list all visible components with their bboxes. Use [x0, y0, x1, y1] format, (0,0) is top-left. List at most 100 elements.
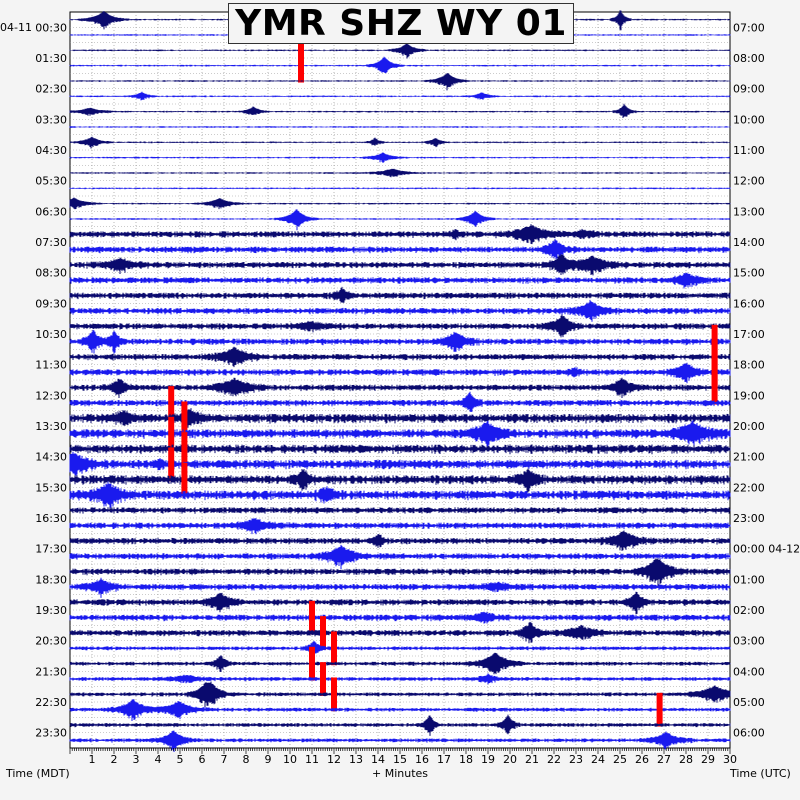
left-time-label: 07:30	[35, 236, 67, 249]
right-time-label: 00:00 04-12	[733, 543, 800, 556]
right-axis-title: Time (UTC)	[730, 767, 791, 780]
right-time-label: 12:00	[733, 175, 765, 188]
right-time-label: 23:00	[733, 512, 765, 525]
x-tick-label: 5	[177, 753, 184, 766]
clipped-signal	[181, 462, 188, 497]
x-axis-title: + Minutes	[372, 767, 429, 780]
left-time-label: 11:30	[35, 359, 67, 372]
seismogram-trace	[69, 91, 731, 101]
left-time-label: 22:30	[35, 696, 67, 709]
seismogram-trace	[69, 481, 731, 509]
x-tick-label: 25	[613, 753, 627, 766]
left-axis-title: Time (MDT)	[6, 767, 70, 780]
x-tick-label: 6	[199, 753, 206, 766]
x-tick-label: 11	[305, 753, 319, 766]
right-time-label: 10:00	[733, 113, 765, 126]
left-time-label: 03:30	[35, 113, 67, 126]
clipped-signal	[168, 447, 175, 482]
seismogram-trace	[69, 530, 731, 551]
x-tick-label: 9	[265, 753, 272, 766]
seismogram-trace	[69, 451, 731, 476]
seismogram-trace	[69, 444, 731, 455]
seismogram-trace	[69, 377, 731, 398]
seismogram-trace	[69, 209, 731, 231]
left-time-label: 13:30	[35, 420, 67, 433]
right-time-label: 19:00	[733, 389, 765, 402]
right-time-label: 15:00	[733, 267, 765, 280]
seismogram-trace	[69, 103, 731, 118]
x-tick-label: 10	[283, 753, 297, 766]
seismogram-trace	[69, 673, 731, 685]
seismogram-trace	[69, 591, 731, 615]
clipped-signal	[181, 432, 188, 466]
seismogram-trace	[69, 544, 731, 570]
right-time-label: 16:00	[733, 297, 765, 310]
x-tick-label: 3	[133, 753, 140, 766]
clipped-signal	[320, 616, 326, 650]
clipped-signal	[298, 48, 304, 83]
x-tick-label: 12	[327, 753, 341, 766]
seismogram-trace	[69, 652, 731, 675]
right-time-label: 22:00	[733, 481, 765, 494]
x-tick-label: 19	[481, 753, 495, 766]
x-tick-label: 4	[155, 753, 162, 766]
right-time-label: 18:00	[733, 359, 765, 372]
x-tick-label: 13	[349, 753, 363, 766]
x-tick-label: 1	[89, 753, 96, 766]
right-time-label: 21:00	[733, 451, 765, 464]
x-tick-label: 28	[679, 753, 693, 766]
right-time-label: 06:00	[733, 727, 765, 740]
seismogram-trace	[69, 362, 731, 384]
seismogram-trace	[69, 168, 731, 178]
left-time-label: 05:30	[35, 175, 67, 188]
clipped-signal	[656, 692, 663, 727]
left-time-label: 14:30	[35, 451, 67, 464]
seismogram-trace	[69, 640, 731, 657]
seismogram-trace	[69, 197, 731, 210]
seismogram-trace	[69, 272, 731, 289]
clipped-signal	[331, 631, 337, 666]
seismogram-trace	[69, 577, 731, 598]
left-time-label: 04:30	[35, 144, 67, 157]
x-tick-label: 7	[221, 753, 228, 766]
left-time-label: 08:30	[35, 267, 67, 280]
left-time-label: 01:30	[35, 52, 67, 65]
seismogram-trace	[69, 558, 731, 587]
left-time-label: 20:30	[35, 635, 67, 648]
clipped-signal	[309, 646, 315, 681]
seismogram-trace	[69, 238, 731, 260]
left-time-label: 17:30	[35, 543, 67, 556]
x-tick-label: 2	[111, 753, 118, 766]
x-tick-label: 26	[635, 753, 649, 766]
right-time-label: 02:00	[733, 604, 765, 617]
right-time-label: 05:00	[733, 696, 765, 709]
x-tick-label: 21	[525, 753, 539, 766]
start-date-label: 04-11	[0, 21, 32, 34]
seismogram-trace	[69, 126, 731, 128]
x-tick-label: 24	[591, 753, 605, 766]
left-time-label: 15:30	[35, 481, 67, 494]
seismogram-trace	[69, 419, 731, 448]
right-time-label: 17:00	[733, 328, 765, 341]
x-tick-label: 23	[569, 753, 583, 766]
left-time-label: 19:30	[35, 604, 67, 617]
right-time-label: 03:00	[733, 635, 765, 648]
x-tick-label: 15	[393, 753, 407, 766]
seismogram-trace	[69, 152, 731, 163]
x-tick-label: 27	[657, 753, 671, 766]
left-time-label: 02:30	[35, 83, 67, 96]
clipped-signal	[309, 600, 315, 635]
right-time-label: 13:00	[733, 205, 765, 218]
seismogram-trace	[69, 136, 731, 149]
seismogram-trace	[69, 391, 731, 412]
right-time-label: 01:00	[733, 573, 765, 586]
seismogram-trace	[69, 187, 731, 190]
seismogram-trace	[69, 507, 731, 514]
seismogram-trace	[69, 56, 731, 74]
right-time-label: 20:00	[733, 420, 765, 433]
x-tick-label: 22	[547, 753, 561, 766]
seismogram-trace	[69, 611, 731, 624]
x-tick-label: 18	[459, 753, 473, 766]
right-time-label: 08:00	[733, 52, 765, 65]
